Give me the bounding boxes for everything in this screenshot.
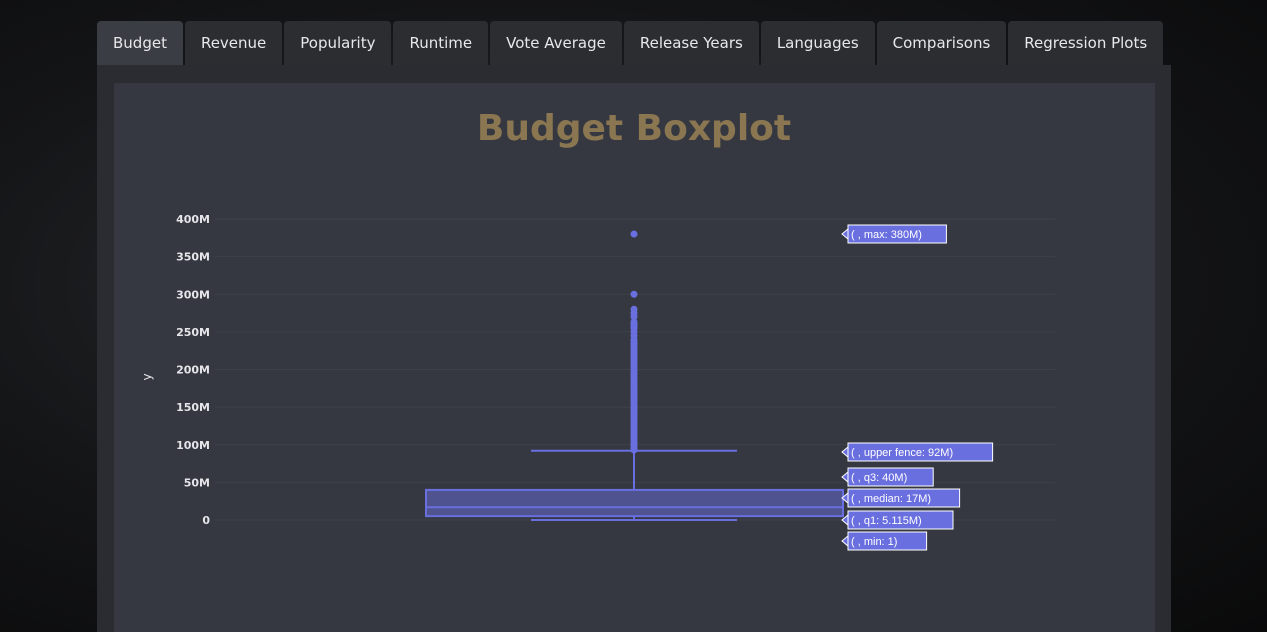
- chart-title: Budget Boxplot: [477, 108, 791, 149]
- hover-label-upper-fence: ( , upper fence: 92M): [851, 447, 953, 459]
- tab-comparisons[interactable]: Comparisons: [876, 21, 1007, 65]
- outlier-point: [630, 318, 638, 326]
- hover-label-median: ( , median: 17M): [851, 493, 931, 505]
- tab-revenue[interactable]: Revenue: [184, 21, 283, 65]
- y-tick-label: 400M: [176, 213, 210, 226]
- hover-label-min: ( , min: 1): [851, 536, 897, 548]
- tab-languages[interactable]: Languages: [760, 21, 875, 65]
- y-tick-label: 150M: [176, 401, 210, 414]
- tab-regression-plots[interactable]: Regression Plots: [1008, 21, 1164, 65]
- hover-label-pointer: [841, 491, 849, 505]
- tab-runtime[interactable]: Runtime: [393, 21, 489, 65]
- outlier-point: [630, 290, 638, 298]
- hover-label-pointer: [841, 513, 849, 527]
- hover-label-pointer: [841, 534, 849, 548]
- hover-label-max: ( , max: 380M): [851, 229, 922, 241]
- y-tick-label: 250M: [176, 326, 210, 339]
- outlier-point: [630, 230, 638, 238]
- tab-bar: Budget Revenue Popularity Runtime Vote A…: [97, 21, 1164, 65]
- y-tick-label: 350M: [176, 251, 210, 264]
- y-tick-label: 300M: [176, 288, 210, 301]
- box-body: [425, 488, 844, 518]
- tab-popularity[interactable]: Popularity: [284, 21, 392, 65]
- y-axis-label: y: [140, 373, 154, 380]
- y-tick-label: 50M: [184, 476, 210, 489]
- tab-budget[interactable]: Budget: [97, 21, 183, 65]
- y-tick-labels: 0 50M 100M 150M 200M 250M 300M 350M 400M: [176, 213, 210, 527]
- hover-label-q3: ( , q3: 40M): [851, 472, 907, 484]
- hover-label-q1: ( , q1: 5.115M): [851, 515, 922, 527]
- box-trace[interactable]: [425, 449, 844, 521]
- outlier-points[interactable]: [630, 230, 638, 454]
- y-tick-label: 100M: [176, 439, 210, 452]
- hover-label-pointer: [841, 445, 849, 459]
- hover-label-pointer: [841, 470, 849, 484]
- outlier-point: [630, 305, 638, 313]
- hover-labels: ( , max: 380M) ( , upper fence: 92M) ( , q…: [841, 224, 994, 551]
- hover-label-pointer: [841, 227, 849, 241]
- y-tick-label: 0: [202, 514, 210, 527]
- tab-vote-average[interactable]: Vote Average: [490, 21, 622, 65]
- y-tick-label: 200M: [176, 364, 210, 377]
- tab-release-years[interactable]: Release Years: [623, 21, 759, 65]
